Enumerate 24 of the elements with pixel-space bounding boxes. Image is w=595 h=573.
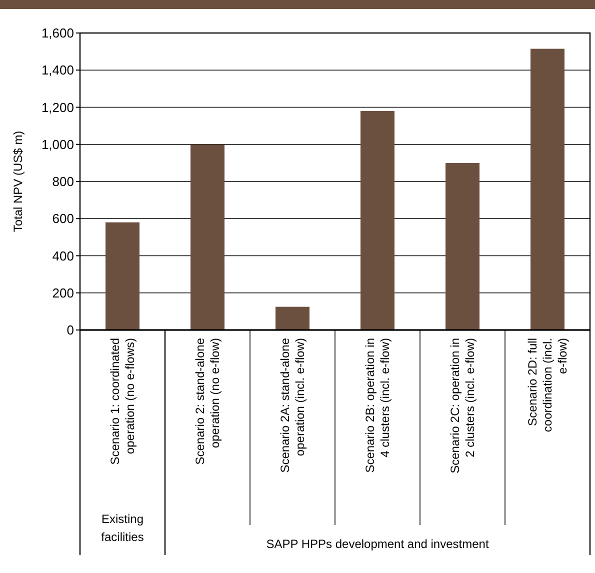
y-tick-label: 1,600 (41, 26, 74, 41)
x-tick-label: Scenario 2A: stand-alone operation (incl. e-flow) (278, 338, 307, 473)
y-tick-label: 200 (52, 285, 74, 300)
x-tick-label: Scenario 2: stand-alone operation (no e-flow) (193, 338, 222, 465)
text: Existing facilities (101, 512, 144, 544)
x-tick-label: Scenario 2C: operation in 2 clusters (incl. e-flow) (448, 338, 477, 474)
bar (190, 144, 224, 330)
x-tick-label: Scenario 1: coordinated operation (no e-flows) (108, 338, 137, 465)
y-tick-label: 0 (66, 322, 74, 338)
y-tick-label: 1,000 (41, 136, 74, 152)
bar (106, 222, 140, 330)
y-tick-label: 1,400 (41, 62, 74, 78)
bar (360, 110, 394, 330)
y-tick-label: 600 (52, 211, 74, 226)
y-tick-label: 400 (52, 248, 74, 264)
x-tick-label: Scenario 2D: full coordination (incl. e-flow) (526, 338, 570, 432)
y-tick-label: 800 (52, 174, 74, 190)
bar (530, 48, 564, 330)
x-tick-label: Scenario 2B: operation in 4 clusters (incl. e-flow) (363, 338, 392, 473)
bar (446, 162, 480, 330)
text: SAPP HPPs development and investment (266, 537, 490, 551)
y-tick-label: 1,200 (41, 100, 74, 115)
y-axis-title: Total NPV (US$ m) (11, 130, 25, 232)
bar (276, 306, 310, 330)
